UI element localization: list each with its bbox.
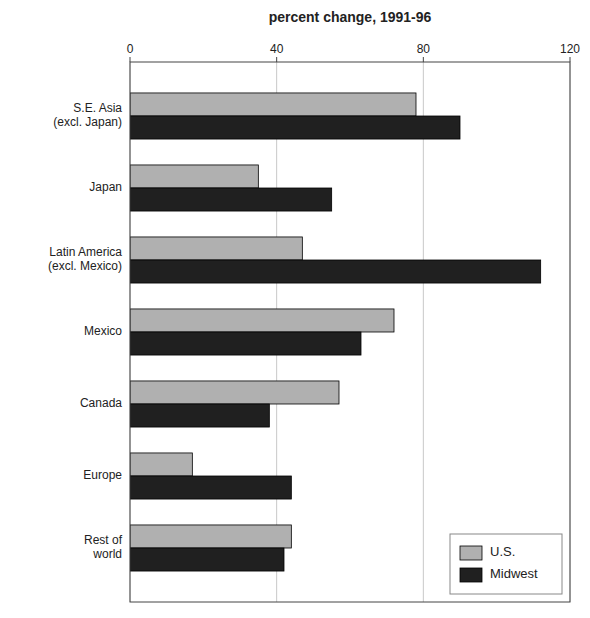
bar: [130, 93, 416, 116]
bars: [130, 93, 541, 571]
plot-background: [130, 62, 570, 602]
bar: [130, 453, 192, 476]
bar: [130, 309, 394, 332]
tick-label: 0: [127, 42, 134, 56]
tick-mark: [423, 57, 424, 62]
bar: [130, 332, 361, 355]
tick-mark: [570, 57, 571, 62]
category-label-line: Latin America: [49, 245, 122, 259]
bar: [130, 260, 541, 283]
x-axis: 0 40 80 120: [127, 42, 581, 62]
category-label-line: Rest of: [84, 533, 123, 547]
legend-box: [450, 534, 562, 594]
grid-line: [423, 62, 424, 602]
bar: [130, 165, 258, 188]
bar: [130, 548, 284, 571]
tick-label: 120: [560, 42, 580, 56]
category-label: S.E. Asia(excl. Japan): [53, 101, 122, 129]
bar: [130, 237, 302, 260]
chart-title: percent change, 1991-96: [269, 9, 432, 25]
category-label: Europe: [83, 468, 122, 482]
bar: [130, 381, 339, 404]
category-label: Latin America(excl. Mexico): [48, 245, 122, 273]
plot-frame: [130, 62, 570, 602]
bar: [130, 188, 332, 211]
chart-container: 0 40 80 120 percent change, 1991-96 S.E. Asia…: [0, 0, 590, 618]
tick-mark: [130, 57, 131, 62]
bar: [130, 525, 291, 548]
bar: [130, 404, 269, 427]
bar: [130, 116, 460, 139]
legend-swatch: [460, 568, 482, 582]
category-label-line: Canada: [80, 396, 122, 410]
tick-label: 40: [270, 42, 284, 56]
bar: [130, 476, 291, 499]
legend-label: U.S.: [490, 544, 515, 559]
category-label-line: Japan: [89, 180, 122, 194]
legend-label: Midwest: [490, 566, 538, 581]
chart-svg: 0 40 80 120 percent change, 1991-96 S.E. Asia…: [0, 0, 590, 618]
category-label: Rest ofworld: [84, 533, 123, 561]
category-label: Canada: [80, 396, 122, 410]
category-label-line: Mexico: [84, 324, 122, 338]
category-label-line: (excl. Mexico): [48, 259, 122, 273]
category-label-line: (excl. Japan): [53, 115, 122, 129]
category-label-line: world: [92, 547, 122, 561]
y-axis: S.E. Asia(excl. Japan) Japan Latin America…: [48, 101, 123, 561]
tick-label: 80: [417, 42, 431, 56]
legend-swatch: [460, 546, 482, 560]
tick-mark: [276, 57, 277, 62]
legend: U.S. Midwest: [450, 534, 562, 594]
category-label: Mexico: [84, 324, 122, 338]
category-label-line: S.E. Asia: [73, 101, 122, 115]
category-label-line: Europe: [83, 468, 122, 482]
category-label: Japan: [89, 180, 122, 194]
grid: [130, 62, 570, 602]
